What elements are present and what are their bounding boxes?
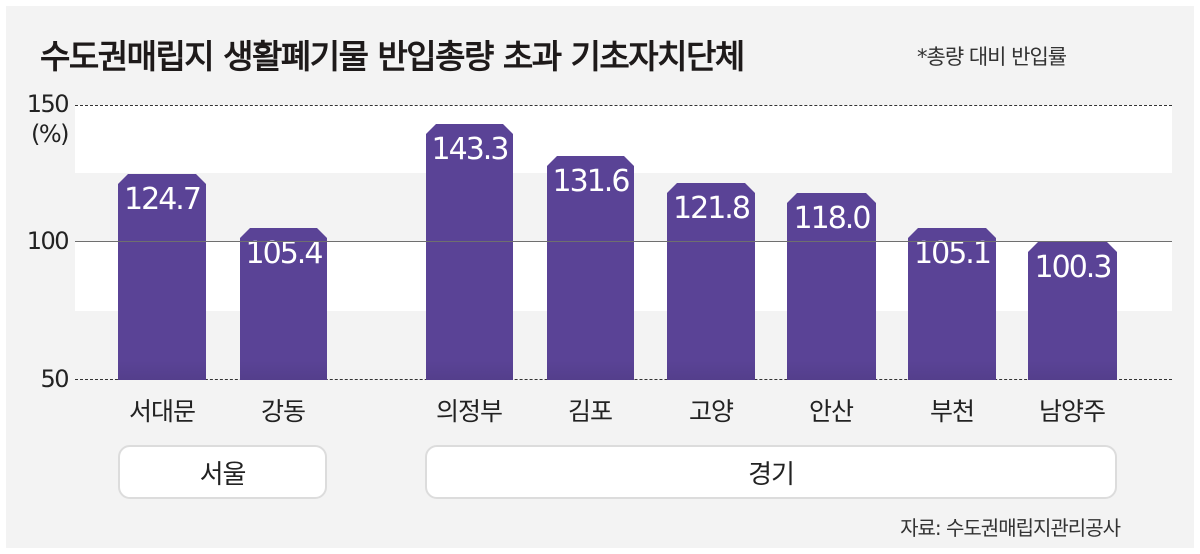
- reference-line-100: [75, 241, 1172, 242]
- bar-value-label: 124.7: [124, 182, 200, 217]
- bar-goyang: 121.8: [667, 183, 755, 380]
- bar-gangdong: 105.4: [240, 228, 327, 380]
- gridline-150: [75, 105, 1172, 106]
- bar-value-label: 118.0: [793, 201, 870, 236]
- x-label-bucheon: 부천: [929, 397, 975, 426]
- y-tick-100: 100: [26, 227, 70, 255]
- source-note: 자료: 수도권매립지관리공사: [900, 516, 1121, 540]
- bar-value-label: 121.8: [673, 191, 749, 226]
- bar-ansan: 118.0: [787, 193, 876, 380]
- group-label: 경기: [748, 459, 795, 490]
- x-label-gimpo: 김포: [567, 397, 613, 426]
- chart-subtitle: *총량 대비 반입률: [917, 45, 1067, 69]
- bar-value-label: 131.6: [552, 164, 629, 199]
- bar-uijeongbu: 143.3: [426, 124, 513, 380]
- bar-seodaemun: 124.7: [118, 174, 206, 380]
- y-tick-50: 50: [40, 365, 69, 393]
- chart-title: 수도권매립지 생활폐기물 반입총량 초과 기초자치단체: [40, 37, 745, 76]
- group-gyeonggi: 경기: [425, 445, 1117, 499]
- x-label-goyang: 고양: [688, 397, 734, 426]
- bar-namyangju: 100.3: [1028, 242, 1117, 380]
- bar-value-label: 143.3: [431, 132, 508, 167]
- x-label-uijeongbu: 의정부: [435, 397, 503, 426]
- y-tick-150: 150: [26, 90, 70, 118]
- x-label-namyangju: 남양주: [1038, 397, 1106, 426]
- x-label-ansan: 안산: [808, 397, 854, 426]
- y-axis-unit: (%): [30, 120, 70, 148]
- bar-bucheon: 105.1: [908, 228, 996, 380]
- group-seoul: 서울: [118, 445, 327, 499]
- group-label: 서울: [199, 459, 247, 490]
- x-label-seodaemun: 서대문: [128, 397, 196, 426]
- bar-value-label: 100.3: [1034, 250, 1111, 285]
- x-label-gangdong: 강동: [260, 397, 306, 426]
- bar-gimpo: 131.6: [547, 156, 634, 380]
